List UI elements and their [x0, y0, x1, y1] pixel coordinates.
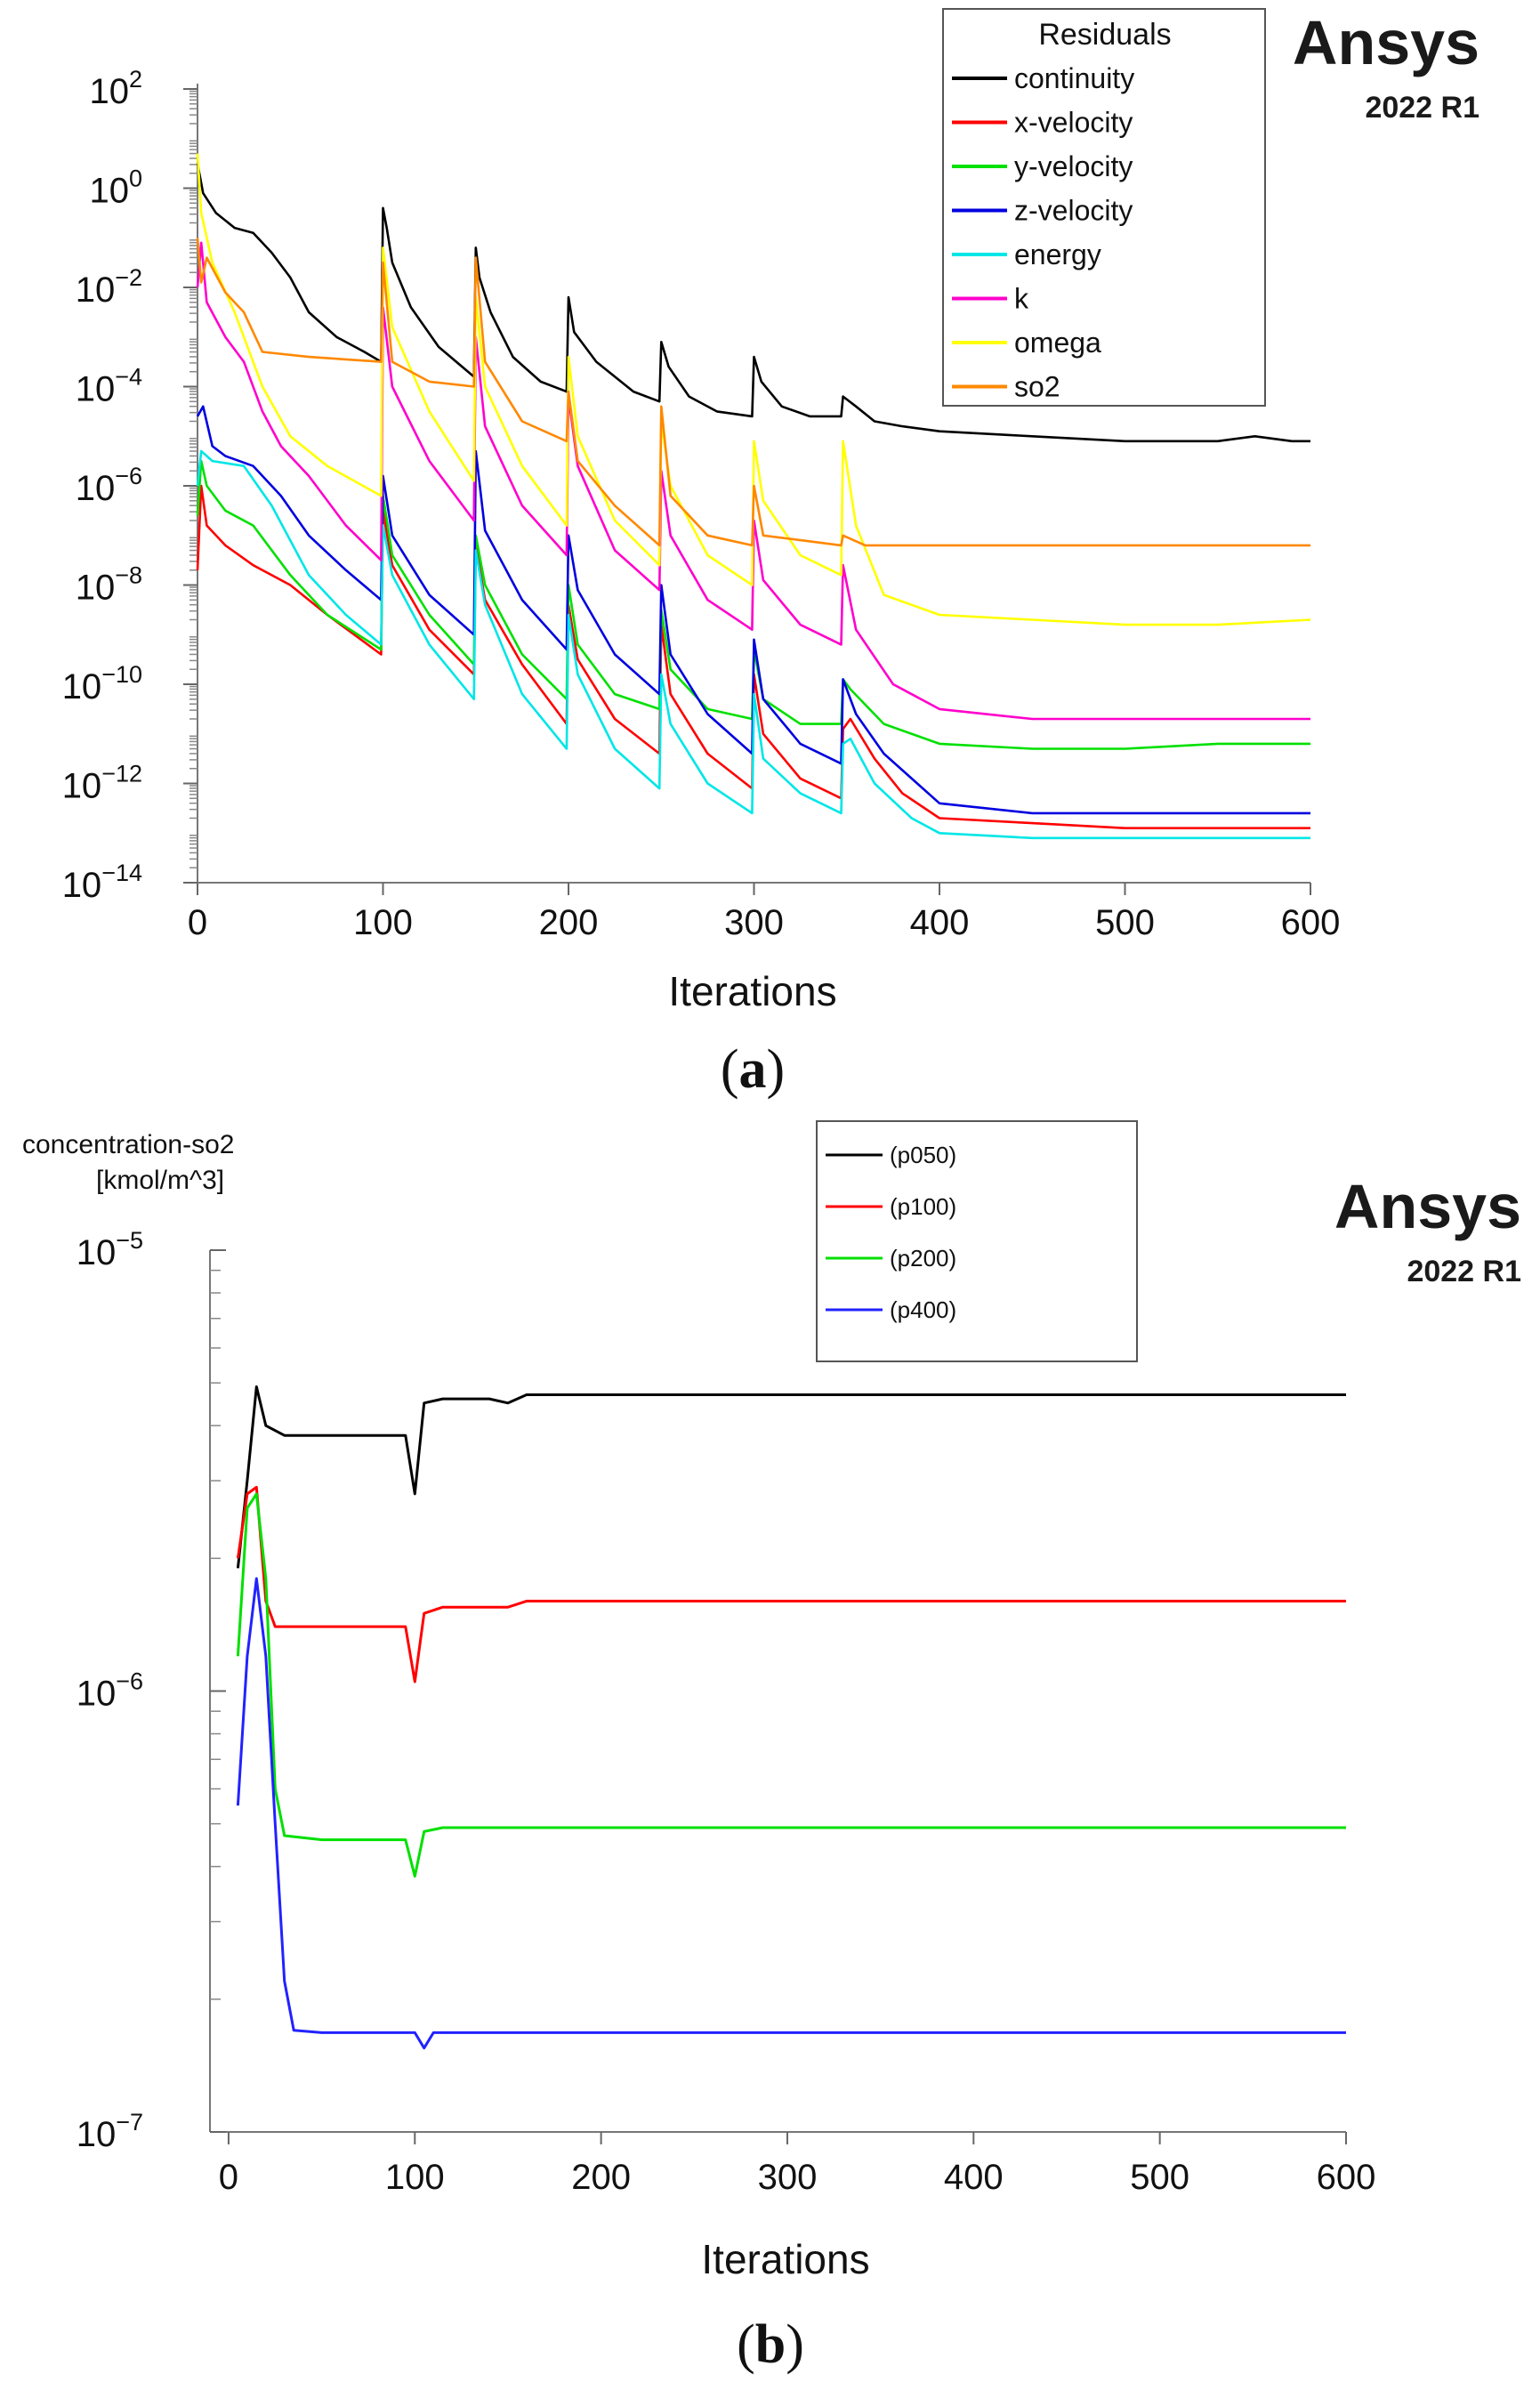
panel-b-y-tick-label: 10−7	[77, 2109, 143, 2154]
panel-a-x-tick-label: 300	[724, 903, 784, 942]
panel-a-legend-label: continuity	[1014, 62, 1134, 94]
panel-b-x-tick-label: 100	[385, 2158, 445, 2197]
panel-b-x-tick-label: 200	[571, 2158, 631, 2197]
panel-b-caption: (b)	[737, 2314, 804, 2375]
panel-b-y-tick-label: 10−6	[77, 1668, 143, 1714]
panel-a-brand-name: Ansys	[1293, 8, 1480, 77]
panel-a-y-tick-label: 100	[89, 166, 142, 211]
panel-b-legend-label: (p100)	[890, 1193, 956, 1220]
panel-a-legend-label: energy	[1014, 238, 1101, 270]
panel-b-legend-label: (p200)	[890, 1245, 956, 1272]
panel-b-brand-name: Ansys	[1334, 1172, 1521, 1241]
panel-b-axes: 10−5 10−6 10−7 0 100 200 300 400 500 600	[77, 1227, 1376, 2197]
panel-a-series-y-velocity	[196, 459, 1310, 750]
panel-a-y-tick-label: 10−4	[76, 364, 142, 409]
panel-a-x-tick-label: 0	[188, 903, 207, 942]
panel-b-series	[236, 1385, 1346, 2050]
panel-b-x-tick-label: 600	[1317, 2158, 1376, 2197]
panel-a-y-tick-label: 10−6	[76, 463, 142, 508]
panel-a-chart: 102 100 10−2 10−4 10−6 10−8 10−10 10−12 10−14 0 10…	[62, 8, 1480, 1100]
panel-b-x-tick-label: 500	[1130, 2158, 1189, 2197]
panel-b-x-tick-label: 400	[944, 2158, 1004, 2197]
panel-a-ansys-logo: Ansys 2022 R1	[1293, 8, 1480, 125]
panel-a-legend-items: continuity x-velocity y-velocity z-velocity…	[952, 62, 1134, 403]
panel-b-xlabel: Iterations	[701, 2236, 869, 2282]
panel-a-caption: (a)	[721, 1039, 785, 1100]
panel-a-legend-box	[942, 8, 1266, 407]
panel-a-series	[196, 153, 1311, 840]
panel-a-brand-version: 2022 R1	[1365, 91, 1480, 125]
panel-a-series-z-velocity	[196, 405, 1310, 815]
panel-b-ylabel-line2: [kmol/m^3]	[96, 1166, 224, 1195]
panel-a-legend: Residuals continuity x-velocity y-velocity…	[942, 8, 1266, 407]
panel-a-legend-label: so2	[1014, 371, 1060, 403]
panel-a-y-tick-label: 10−12	[62, 761, 142, 806]
panel-b-ansys-logo: Ansys 2022 R1	[1334, 1172, 1521, 1288]
panel-a-series-omega	[196, 153, 1311, 626]
panel-a-legend-title: Residuals	[1038, 18, 1171, 52]
panel-b-legend-label: (p400)	[890, 1296, 956, 1323]
panel-a-y-tick-label: 10−2	[76, 264, 142, 310]
panel-b-brand-version: 2022 R1	[1407, 1255, 1521, 1288]
panel-a-series-continuity	[196, 163, 1310, 443]
panel-a-y-tick-label: 10−14	[62, 860, 142, 905]
panel-a-axes: 102 100 10−2 10−4 10−6 10−8 10−10 10−12 10−14 0 10…	[62, 66, 1341, 942]
panel-a-legend-label: x-velocity	[1014, 107, 1133, 139]
panel-b-ylabel-line1: concentration-so2	[22, 1130, 234, 1159]
panel-a-x-tick-label: 400	[910, 903, 970, 942]
panel-a-legend-label: omega	[1014, 327, 1101, 359]
panel-b-legend-box	[816, 1120, 1138, 1362]
panel-b-series-p200	[236, 1492, 1346, 1878]
panel-b-chart: 10−5 10−6 10−7 0 100 200 300 400 500 600 concentr…	[22, 1120, 1521, 2375]
panel-a-y-tick-label: 10−10	[62, 661, 142, 706]
panel-a-legend-label: z-velocity	[1014, 195, 1133, 227]
panel-a-x-tick-label: 200	[539, 903, 599, 942]
panel-a-x-tick-label: 500	[1095, 903, 1155, 942]
panel-a-y-tick-label: 10−8	[76, 562, 142, 608]
panel-b-y-tick-label: 10−5	[77, 1227, 143, 1272]
panel-a-series-energy	[196, 449, 1310, 840]
panel-b-x-tick-label: 0	[219, 2158, 238, 2197]
panel-b-series-p100	[236, 1485, 1346, 1683]
panel-a-legend-label: y-velocity	[1014, 150, 1133, 182]
panel-b-legend-label: (p050)	[890, 1142, 956, 1168]
panel-a-y-tick-label: 102	[89, 66, 142, 111]
panel-a-xlabel: Iterations	[668, 968, 836, 1014]
panel-b-series-p050	[236, 1385, 1346, 1569]
panel-a-series-so2	[196, 238, 1310, 547]
panel-b-series-p400	[236, 1577, 1346, 2050]
panel-a-x-tick-label: 100	[353, 903, 413, 942]
panel-b-legend-items: (p050) (p100) (p200) (p400)	[826, 1142, 956, 1323]
panel-a-x-tick-label: 600	[1281, 903, 1341, 942]
panel-b-legend: (p050) (p100) (p200) (p400)	[816, 1120, 1138, 1362]
panel-b-x-tick-label: 300	[758, 2158, 818, 2197]
panel-a-legend-label: k	[1014, 283, 1029, 315]
